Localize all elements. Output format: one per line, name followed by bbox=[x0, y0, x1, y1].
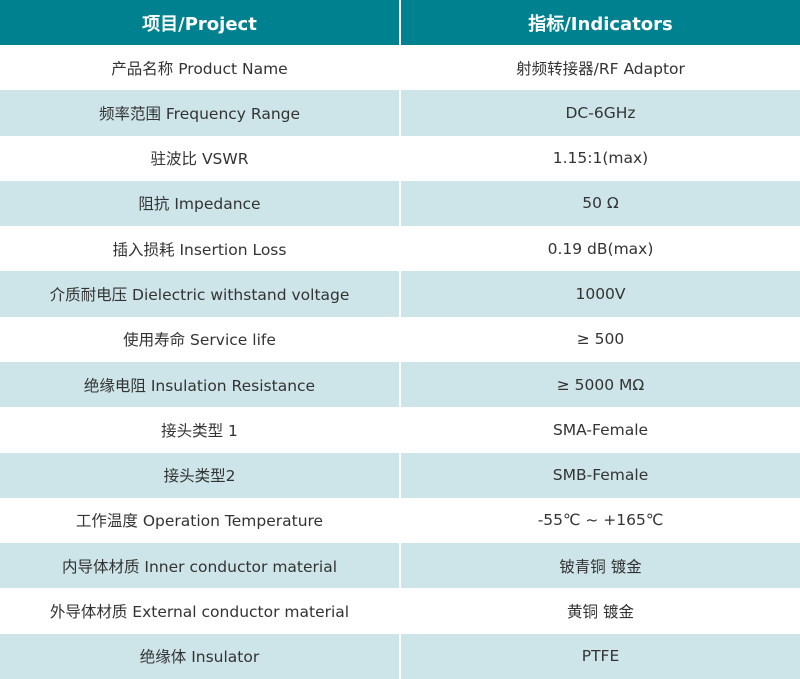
table-row: 接头类型2 SMB-Female bbox=[0, 452, 800, 498]
table-row: 内导体材质 Inner conductor material 铍青铜 镀金 bbox=[0, 543, 800, 589]
cell-project: 使用寿命 Service life bbox=[0, 316, 401, 362]
cell-indicator: 0.19 dB(max) bbox=[547, 239, 654, 258]
cell-indicator: SMB-Female bbox=[400, 452, 800, 498]
table-row: 使用寿命 Service life ≥ 500 bbox=[0, 316, 800, 362]
cell-indicator: PTFE bbox=[400, 633, 800, 679]
cell-project: 内导体材质 Inner conductor material bbox=[0, 543, 401, 589]
cell-project: 驻波比 VSWR bbox=[0, 135, 401, 181]
cell-project: 工作温度 Operation Temperature bbox=[0, 497, 401, 544]
table-row: 绝缘电阻 Insulation Resistance ≥ 5000 MΩ bbox=[0, 361, 800, 408]
table-row: 绝缘体 Insulator PTFE bbox=[0, 633, 800, 679]
table-row: 工作温度 Operation Temperature -55℃ ~ +165℃ bbox=[0, 497, 800, 544]
cell-indicator: 黄铜 镀金 bbox=[567, 603, 634, 622]
table-row: 接头类型 1 SMA-Female bbox=[0, 407, 800, 453]
table-row: 驻波比 VSWR 1.15:1(max) bbox=[0, 135, 800, 181]
header-indicators: 指标/Indicators bbox=[400, 0, 800, 45]
cell-indicator: 铍青铜 镀金 bbox=[400, 543, 800, 589]
table-row: 外导体材质 External conductor material 黄铜 镀金 bbox=[0, 588, 800, 634]
table-row: 阻抗 Impedance 50 Ω bbox=[0, 180, 800, 227]
table-row: 产品名称 Product Name 射频转接器/RF Adaptor bbox=[0, 45, 800, 91]
cell-project: 介质耐电压 Dielectric withstand voltage bbox=[0, 271, 401, 317]
table-row: 频率范围 Frequency Range DC-6GHz bbox=[0, 90, 800, 136]
cell-indicator: DC-6GHz bbox=[400, 90, 800, 136]
table-row: 介质耐电压 Dielectric withstand voltage 1000V bbox=[0, 271, 800, 317]
cell-project: 绝缘电阻 Insulation Resistance bbox=[0, 361, 401, 408]
cell-indicator: SMA-Female bbox=[552, 420, 649, 439]
cell-project: 接头类型2 bbox=[0, 452, 401, 498]
cell-indicator: 1.15:1(max) bbox=[552, 149, 649, 168]
cell-indicator: ≥ 5000 MΩ bbox=[400, 361, 800, 408]
cell-project: 产品名称 Product Name bbox=[0, 45, 401, 91]
cell-project: 阻抗 Impedance bbox=[0, 180, 401, 227]
cell-project: 频率范围 Frequency Range bbox=[0, 90, 401, 136]
cell-indicator: 50 Ω bbox=[400, 180, 800, 227]
cell-indicator: ≥ 500 bbox=[576, 330, 625, 349]
cell-indicator: -55℃ ~ +165℃ bbox=[537, 511, 664, 530]
cell-indicator: 射频转接器/RF Adaptor bbox=[516, 59, 685, 78]
cell-project: 外导体材质 External conductor material bbox=[0, 588, 401, 634]
cell-indicator: 1000V bbox=[400, 271, 800, 317]
header-project: 项目/Project bbox=[0, 0, 401, 45]
table-row: 插入损耗 Insertion Loss 0.19 dB(max) bbox=[0, 226, 800, 272]
header-row: 项目/Project 指标/Indicators bbox=[0, 0, 800, 45]
cell-project: 插入损耗 Insertion Loss bbox=[0, 226, 401, 272]
cell-project: 绝缘体 Insulator bbox=[0, 633, 401, 679]
cell-project: 接头类型 1 bbox=[0, 407, 401, 453]
